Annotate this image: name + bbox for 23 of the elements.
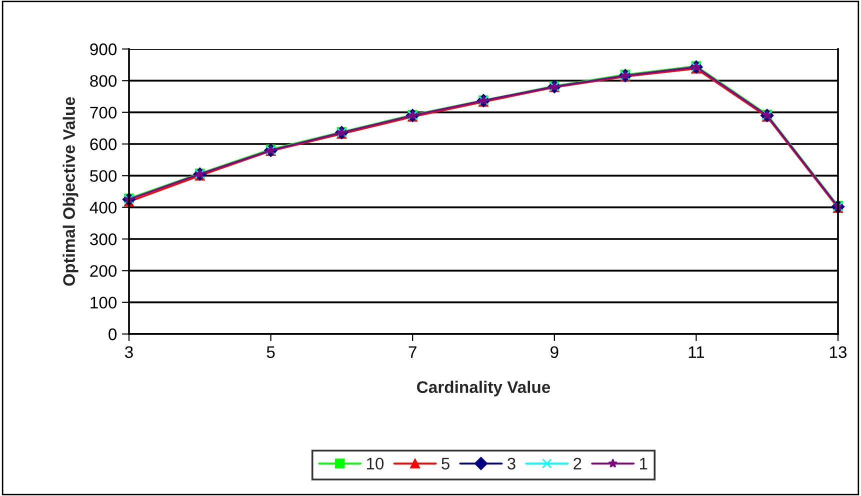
x-tick-label: 9 <box>550 346 558 358</box>
legend-label: 3 <box>507 458 516 470</box>
x-axis-title: Cardinality Value <box>417 380 550 396</box>
y-tick-label: 300 <box>90 233 117 246</box>
y-tick-label: 200 <box>90 265 117 277</box>
x-tick-label: 5 <box>266 346 275 358</box>
y-tick-label: 400 <box>90 202 117 214</box>
x-tick-label: 13 <box>830 346 847 358</box>
legend-label: 1 <box>640 458 648 470</box>
y-tick-label: 100 <box>90 296 117 309</box>
legend-label: 2 <box>574 458 582 470</box>
y-tick-label: 600 <box>90 138 117 150</box>
y-tick-label: 700 <box>90 106 117 119</box>
x-tick-label: 11 <box>688 346 704 358</box>
x-tick-label: 3 <box>125 346 133 358</box>
y-axis-title: Optimal Objective Value <box>62 97 78 286</box>
x-tick-label: 7 <box>408 346 416 358</box>
y-tick-label: 500 <box>90 170 117 182</box>
legend-label: 5 <box>442 458 450 470</box>
y-tick-label: 0 <box>108 328 117 340</box>
y-tick-label: 800 <box>90 75 117 87</box>
legend-label: 10 <box>366 458 384 470</box>
y-tick-label: 900 <box>90 43 117 56</box>
